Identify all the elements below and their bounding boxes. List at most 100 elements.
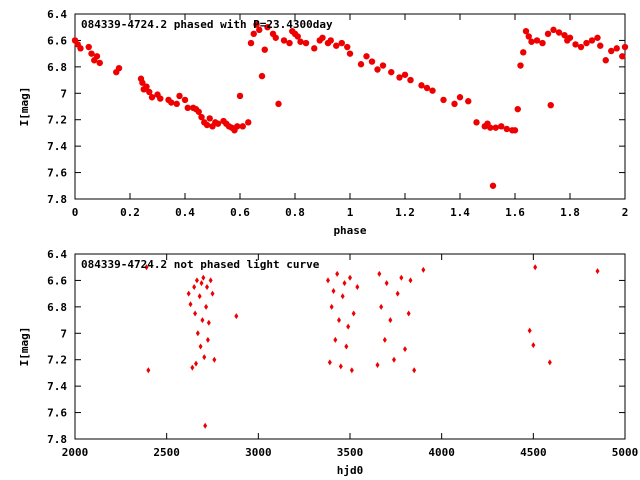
x-tick-label: 2 <box>622 206 629 219</box>
data-point <box>319 34 326 41</box>
data-point <box>342 280 347 287</box>
data-point <box>195 330 200 337</box>
data-point <box>412 367 417 374</box>
data-point <box>275 100 282 108</box>
data-point <box>377 270 382 277</box>
data-point <box>272 34 279 41</box>
data-point <box>401 71 409 78</box>
y-tick-label: 6.6 <box>47 34 67 47</box>
data-point <box>199 280 204 287</box>
data-point <box>355 284 360 291</box>
data-point <box>346 50 354 57</box>
data-point <box>525 33 532 40</box>
data-point <box>357 61 365 68</box>
data-point <box>473 119 480 126</box>
x-tick-label: 1.8 <box>560 206 580 219</box>
data-point <box>203 121 211 129</box>
data-point <box>115 64 123 72</box>
data-point <box>344 343 349 350</box>
y-tick-label: 7 <box>60 327 67 340</box>
data-point <box>258 72 266 80</box>
data-point <box>489 182 497 189</box>
y-tick-label: 7.2 <box>47 354 67 367</box>
phased-data-points <box>71 21 629 189</box>
y-tick-label: 7 <box>60 87 67 100</box>
y-tick-label: 7.4 <box>47 380 67 393</box>
data-point <box>139 79 146 86</box>
data-point <box>253 21 260 28</box>
data-point <box>206 319 211 326</box>
data-point <box>418 82 425 89</box>
data-point <box>329 303 334 310</box>
data-point <box>396 74 403 81</box>
y-tick-label: 7.6 <box>47 407 67 420</box>
data-point <box>337 317 341 324</box>
data-point <box>511 127 519 134</box>
data-point <box>236 92 244 100</box>
data-point <box>555 29 563 36</box>
data-point <box>348 274 352 281</box>
data-point <box>203 422 208 429</box>
data-point <box>533 37 541 44</box>
data-point <box>333 336 338 343</box>
y-tick-label: 6.6 <box>47 274 67 287</box>
data-point <box>487 124 494 131</box>
data-point <box>205 284 209 291</box>
data-point <box>327 37 334 44</box>
unphased-y-axis-label: I[mag] <box>18 327 31 367</box>
data-point <box>212 356 217 363</box>
data-point <box>595 268 600 275</box>
data-point <box>294 33 301 40</box>
x-tick-label: 0.4 <box>175 206 195 219</box>
data-point <box>379 303 384 310</box>
data-point <box>202 354 207 361</box>
data-point <box>406 310 411 317</box>
phased-y-ticks: 6.4 6.6 6.8 7 7.2 7.4 7.6 7.8 <box>47 8 625 206</box>
data-point <box>311 45 318 52</box>
data-point <box>208 277 213 284</box>
data-point <box>190 364 195 371</box>
y-tick-label: 7.6 <box>47 167 67 180</box>
data-point <box>465 98 472 105</box>
data-point <box>608 47 615 55</box>
x-tick-label: 2500 <box>153 446 180 459</box>
data-point <box>517 62 524 69</box>
data-point <box>176 92 183 100</box>
data-point <box>198 343 203 350</box>
data-point <box>368 58 376 65</box>
data-point <box>346 323 351 330</box>
data-point <box>261 46 268 53</box>
y-tick-label: 7.8 <box>47 193 67 206</box>
data-point <box>206 115 213 122</box>
data-point <box>146 88 153 96</box>
unphased-x-axis-label: hjd0 <box>337 464 364 477</box>
data-point <box>195 108 202 115</box>
phased-plot: 6.4 6.6 6.8 7 7.2 7.4 7.6 7.8 0 0.2 0.4 0.6 0.8 1 1.2… <box>18 8 628 237</box>
x-tick-label: 0.6 <box>230 206 250 219</box>
data-point <box>77 45 84 52</box>
data-point <box>384 280 389 287</box>
data-point <box>566 34 574 41</box>
x-tick-label: 5000 <box>612 446 639 459</box>
phased-x-ticks: 0 0.2 0.4 0.6 0.8 1 1.2 1.4 1.6 1.8 2 <box>72 14 629 219</box>
phased-plot-title: 084339-4724.2 phased with P=23.4300day <box>81 18 333 31</box>
x-tick-label: 1 <box>347 206 354 219</box>
data-point <box>200 317 205 324</box>
data-point <box>194 360 198 367</box>
data-point <box>204 303 209 310</box>
data-point <box>247 39 255 47</box>
x-tick-label: 0.2 <box>120 206 140 219</box>
data-point <box>528 38 535 45</box>
data-point <box>423 84 431 92</box>
data-point <box>527 327 532 334</box>
unphased-plot-title: 084339-4724.2 not phased light curve <box>81 258 320 271</box>
data-point <box>597 42 604 49</box>
data-point <box>173 100 180 108</box>
x-tick-label: 4500 <box>520 446 547 459</box>
x-tick-label: 4000 <box>428 446 455 459</box>
x-tick-label: 3000 <box>245 446 272 459</box>
data-point <box>302 39 310 47</box>
x-tick-label: 0 <box>72 206 79 219</box>
y-tick-label: 6.8 <box>47 61 67 74</box>
